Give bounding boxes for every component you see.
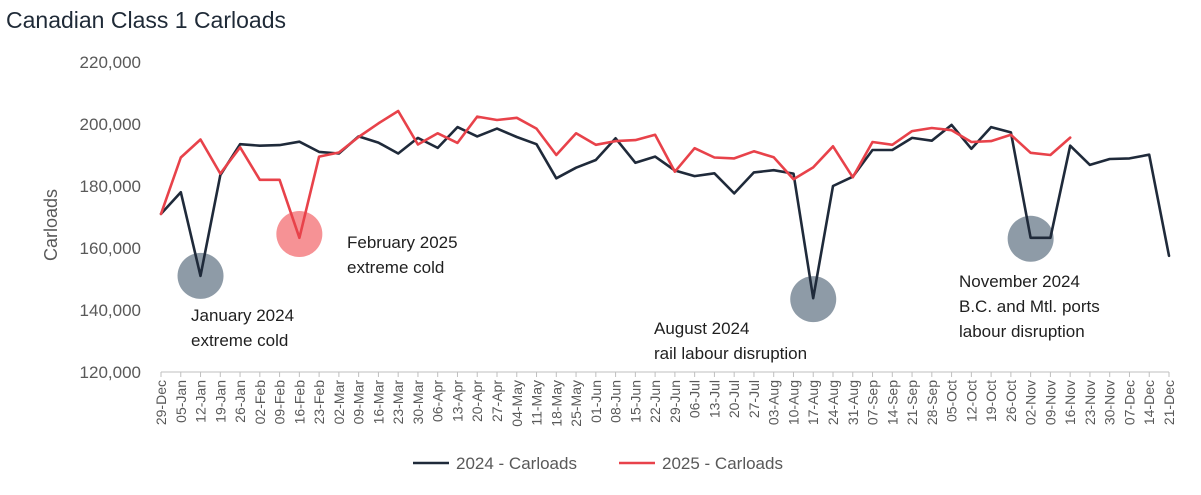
x-tick-label: 07-Sep: [865, 380, 881, 425]
y-tick-label: 220,000: [80, 53, 141, 72]
x-tick-label: 13-Jul: [706, 380, 722, 418]
x-tick-label: 23-Mar: [390, 380, 406, 425]
annotation-text: November 2024: [959, 272, 1080, 291]
x-tick-label: 17-Aug: [805, 380, 821, 425]
annotation-markers: [177, 211, 1054, 323]
x-tick-label: 14-Dec: [1141, 380, 1157, 425]
y-tick-label: 140,000: [80, 301, 141, 320]
x-tick-label: 21-Sep: [904, 380, 920, 425]
annotations: January 2024 extreme cold February 2025 ext…: [191, 233, 1100, 363]
x-tick-label: 09-Feb: [272, 380, 288, 425]
series-lines: [159, 109, 1171, 300]
x-tick-label: 25-May: [568, 380, 584, 427]
x-tick-label: 09-Nov: [1042, 380, 1058, 425]
x-tick-label: 30-Mar: [410, 380, 426, 425]
legend-label: 2024 - Carloads: [456, 454, 577, 473]
x-tick-label: 02-Mar: [331, 380, 347, 425]
x-tick-label: 11-May: [529, 380, 545, 426]
y-axis-label: Carloads: [41, 189, 61, 261]
x-tick-label: 27-Jul: [746, 380, 762, 418]
x-tick-label: 10-Aug: [785, 380, 801, 425]
x-tick-label: 01-Jun: [588, 380, 604, 423]
annotation-text: B.C. and Mtl. ports: [959, 297, 1100, 316]
y-tick-label: 160,000: [80, 239, 141, 258]
x-tick-label: 02-Nov: [1023, 380, 1039, 425]
x-tick-label: 16-Nov: [1062, 380, 1078, 425]
x-tick-label: 31-Aug: [845, 380, 861, 425]
x-tick-label: 13-Apr: [449, 380, 465, 422]
x-tick-label: 26-Oct: [1003, 380, 1019, 422]
x-tick-label: 28-Sep: [924, 380, 940, 425]
x-tick-label: 26-Jan: [232, 380, 248, 423]
annotation-text: January 2024: [191, 306, 294, 325]
x-tick-label: 30-Nov: [1102, 380, 1118, 425]
x-tick-label: 06-Apr: [430, 380, 446, 422]
x-tick-label: 22-Jun: [647, 380, 663, 423]
x-tick-label: 05-Jan: [173, 380, 189, 423]
x-tick-label: 06-Jul: [687, 380, 703, 418]
y-tick-label: 180,000: [80, 177, 141, 196]
x-tick-label: 07-Dec: [1121, 380, 1137, 425]
x-tick-label: 27-Apr: [489, 380, 505, 422]
x-tick-label: 09-Mar: [351, 380, 367, 425]
x-tick-label: 12-Jan: [193, 380, 209, 423]
x-tick-label: 24-Aug: [825, 380, 841, 425]
y-axis-ticks: 120,000 140,000 160,000 180,000 200,000 220,0…: [80, 53, 141, 382]
x-tick-label: 18-May: [548, 380, 564, 427]
x-tick-label: 14-Sep: [884, 380, 900, 425]
x-tick-label: 12-Oct: [963, 380, 979, 422]
annotation-text: August 2024: [654, 319, 749, 338]
annotation-text: February 2025: [347, 233, 458, 252]
x-tick-label: 05-Oct: [944, 380, 960, 422]
x-tick-label: 23-Feb: [311, 380, 327, 425]
x-tick-label: 19-Oct: [983, 380, 999, 422]
series-line: [159, 109, 1072, 240]
x-axis-ticks: 29-Dec 05-Jan 12-Jan 19-Jan 26-Jan 02-Feb 09-F…: [153, 372, 1177, 427]
x-tick-label: 29-Dec: [153, 380, 169, 425]
x-tick-label: 03-Aug: [766, 380, 782, 425]
x-tick-label: 16-Feb: [291, 380, 307, 425]
x-tick-label: 16-Mar: [370, 380, 386, 425]
series-line: [159, 123, 1171, 300]
legend-label: 2025 - Carloads: [662, 454, 783, 473]
x-tick-label: 23-Nov: [1082, 380, 1098, 425]
x-tick-label: 20-Jul: [726, 380, 742, 418]
annotation-text: labour disruption: [959, 322, 1085, 341]
annotation-text: rail labour disruption: [654, 344, 807, 363]
x-tick-label: 29-Jun: [667, 380, 683, 423]
annotation-text: extreme cold: [191, 331, 288, 350]
x-tick-label: 08-Jun: [608, 380, 624, 423]
annotation-text: extreme cold: [347, 258, 444, 277]
y-tick-label: 200,000: [80, 115, 141, 134]
legend: 2024 - Carloads 2025 - Carloads: [413, 454, 783, 473]
x-tick-label: 15-Jun: [627, 380, 643, 423]
x-tick-label: 04-May: [509, 380, 525, 427]
x-tick-label: 19-Jan: [212, 380, 228, 423]
y-tick-label: 120,000: [80, 363, 141, 382]
x-tick-label: 20-Apr: [469, 380, 485, 422]
x-tick-label: 02-Feb: [252, 380, 268, 425]
chart-title: Canadian Class 1 Carloads: [6, 7, 286, 33]
x-tick-label: 21-Dec: [1161, 380, 1177, 425]
